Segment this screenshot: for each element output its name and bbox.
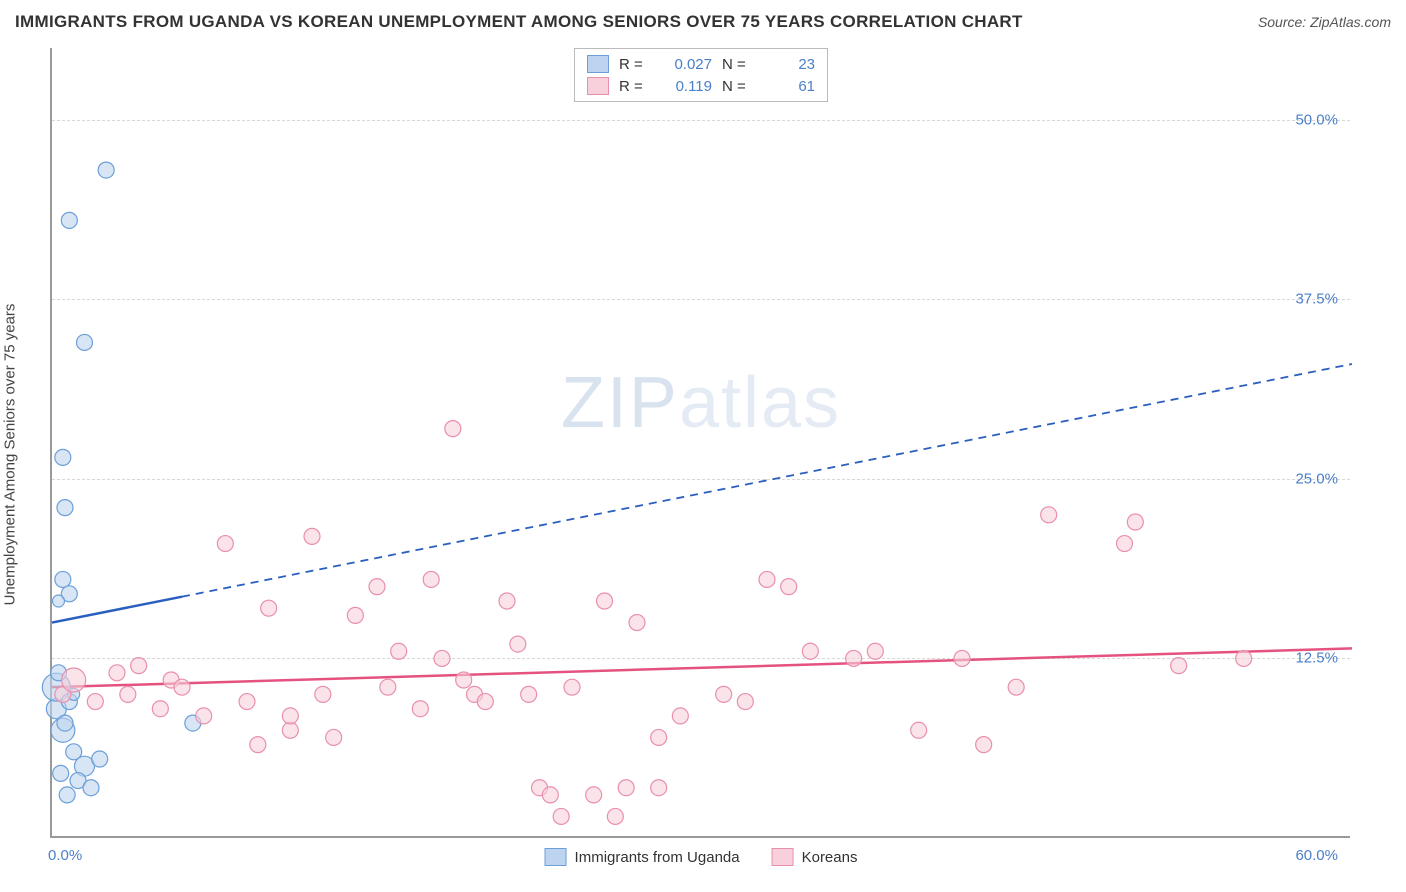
data-point [282,722,298,738]
r-value-koreans: 0.119 [657,78,712,95]
swatch-uganda-icon [587,55,609,73]
data-point [326,729,342,745]
r-label: R = [619,56,647,73]
data-point [315,686,331,702]
data-point [651,780,667,796]
data-point [445,421,461,437]
data-point [57,715,73,731]
data-point [759,571,775,587]
data-point [196,708,212,724]
n-value-koreans: 61 [760,78,815,95]
data-point [781,579,797,595]
swatch-koreans-icon [587,77,609,95]
data-point [564,679,580,695]
data-point [607,808,623,824]
data-point [369,579,385,595]
legend-item-uganda: Immigrants from Uganda [545,848,740,866]
data-point [261,600,277,616]
stats-row-koreans: R = 0.119 N = 61 [587,75,815,97]
data-point [477,694,493,710]
data-point [347,607,363,623]
data-point [77,334,93,350]
legend-label-uganda: Immigrants from Uganda [575,849,740,866]
title-bar: IMMIGRANTS FROM UGANDA VS KOREAN UNEMPLO… [15,12,1391,32]
data-point [57,500,73,516]
data-point [423,571,439,587]
data-point [55,449,71,465]
data-point [412,701,428,717]
data-point [55,571,71,587]
data-point [1041,507,1057,523]
data-point [618,780,634,796]
data-point [672,708,688,724]
data-point [53,595,65,607]
data-point [802,643,818,659]
data-point [629,615,645,631]
plot-area: ZIPatlas 12.5%25.0%37.5%50.0% R = 0.027 … [50,48,1350,838]
data-point [597,593,613,609]
data-point [1008,679,1024,695]
scatter-svg [52,48,1350,836]
swatch-koreans-icon [772,848,794,866]
data-point [380,679,396,695]
data-point [98,162,114,178]
data-point [92,751,108,767]
chart-title: IMMIGRANTS FROM UGANDA VS KOREAN UNEMPLO… [15,12,1023,32]
data-point [1236,650,1252,666]
data-point [846,650,862,666]
swatch-uganda-icon [545,848,567,866]
y-axis-label: Unemployment Among Seniors over 75 years [2,304,19,606]
data-point [1171,658,1187,674]
data-point [542,787,558,803]
n-label: N = [722,78,750,95]
stats-row-uganda: R = 0.027 N = 23 [587,53,815,75]
n-label: N = [722,56,750,73]
x-tick-max: 60.0% [1295,847,1338,864]
data-point [239,694,255,710]
n-value-uganda: 23 [760,56,815,73]
source-attribution: Source: ZipAtlas.com [1258,14,1391,30]
data-point [954,650,970,666]
data-point [391,643,407,659]
data-point [553,808,569,824]
data-point [62,668,86,692]
r-label: R = [619,78,647,95]
data-point [174,679,190,695]
data-point [911,722,927,738]
data-point [651,729,667,745]
data-point [304,528,320,544]
data-point [586,787,602,803]
data-point [217,536,233,552]
stats-legend: R = 0.027 N = 23 R = 0.119 N = 61 [574,48,828,102]
source-name: ZipAtlas.com [1310,14,1391,30]
data-point [282,708,298,724]
data-point [1117,536,1133,552]
data-point [737,694,753,710]
legend-label-koreans: Koreans [802,849,858,866]
x-tick-min: 0.0% [48,847,82,864]
r-value-uganda: 0.027 [657,56,712,73]
data-point [53,765,69,781]
data-point [521,686,537,702]
data-point [109,665,125,681]
data-point [87,694,103,710]
series-legend: Immigrants from Uganda Koreans [545,848,858,866]
data-point [456,672,472,688]
data-point [1127,514,1143,530]
data-point [434,650,450,666]
data-point [499,593,515,609]
data-point [131,658,147,674]
data-point [83,780,99,796]
data-point [120,686,136,702]
data-point [61,212,77,228]
data-point [152,701,168,717]
data-point [716,686,732,702]
data-point [250,737,266,753]
data-point [867,643,883,659]
data-point [510,636,526,652]
data-point [976,737,992,753]
data-point [59,787,75,803]
source-prefix: Source: [1258,14,1310,30]
legend-item-koreans: Koreans [772,848,858,866]
